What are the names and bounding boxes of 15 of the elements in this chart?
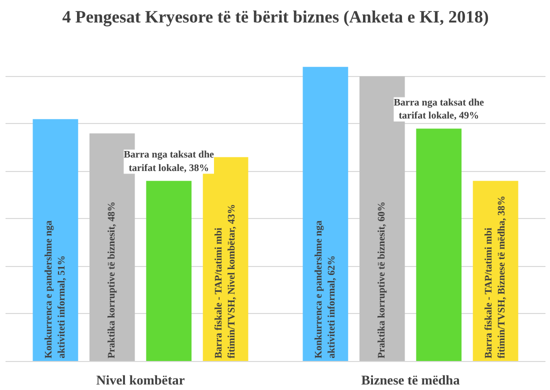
data-label: Barra nga taksat dhe tarifat lokale, 49% xyxy=(394,97,485,122)
bar xyxy=(146,180,192,362)
chart-title: 4 Pengesat Kryesore të të bërit biznes (Anketa e KI, 2018) xyxy=(62,8,489,26)
data-label: Barra fiskale - TAP/tatimi mbi fitimin/TVSH, Nivel kombëtar, 43% xyxy=(213,204,238,358)
data-label: Barra fiskale - TAP/tatimi mbi fitimin/TVSH, Biznese të mëdha, 38% xyxy=(483,196,508,358)
data-label: Praktika korruptive të biznesit, 48% xyxy=(106,201,118,358)
data-label: Barra nga taksat dhe tarifat lokale, 38% xyxy=(124,150,215,174)
bar xyxy=(32,119,78,362)
data-label: Praktika korruptive të biznesit, 60% xyxy=(376,201,388,358)
x-tick-label: Biznese të mëdha xyxy=(361,372,460,388)
bar xyxy=(302,66,348,362)
bar xyxy=(416,128,462,362)
x-tick-label: Nivel kombëtar xyxy=(96,372,185,388)
data-label: Konkurrenca e pandershme nga aktiviteti informal, 51% xyxy=(43,220,68,358)
data-label: Konkurrenca e pandershme nga aktiviteti informal, 62% xyxy=(313,220,338,358)
